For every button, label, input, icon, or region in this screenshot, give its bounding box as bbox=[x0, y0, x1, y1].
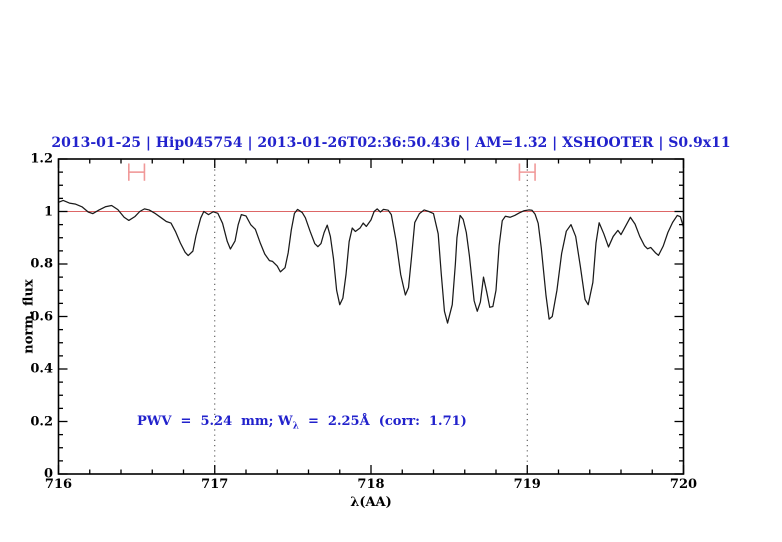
x-tick-label: 716 bbox=[44, 477, 73, 492]
y-tick-label: 1.2 bbox=[30, 151, 53, 167]
y-tick-label: 0.8 bbox=[30, 256, 53, 272]
y-tick-label: 0.6 bbox=[30, 309, 53, 324]
pwv-annotation-suffix: = 2.25Å (corr: 1.71) bbox=[298, 414, 467, 429]
x-tick-label: 717 bbox=[201, 477, 229, 492]
y-tick-label: 0 bbox=[43, 466, 53, 482]
y-tick-label: 1 bbox=[43, 204, 53, 219]
spectrum-curve bbox=[57, 199, 685, 324]
x-tick-label: 719 bbox=[513, 477, 541, 492]
y-tick-label: 0.2 bbox=[30, 414, 53, 429]
pwv-annotation-prefix: PWV = 5.24 mm; W bbox=[137, 414, 293, 429]
x-tick-label: 718 bbox=[357, 477, 385, 492]
pwv-annotation: PWV = 5.24 mm; Wλ = 2.25Å (corr: 1.71) bbox=[137, 414, 467, 432]
x-axis-label: λ(AA) bbox=[350, 495, 392, 510]
y-tick-label: 0.4 bbox=[30, 361, 53, 377]
plot-title: 2013-01-25 | Hip045754 | 2013-01-26T02:3… bbox=[51, 135, 731, 151]
pwv-annotation-lambda-subscript: λ bbox=[292, 421, 299, 432]
x-tick-label: 720 bbox=[669, 477, 698, 492]
